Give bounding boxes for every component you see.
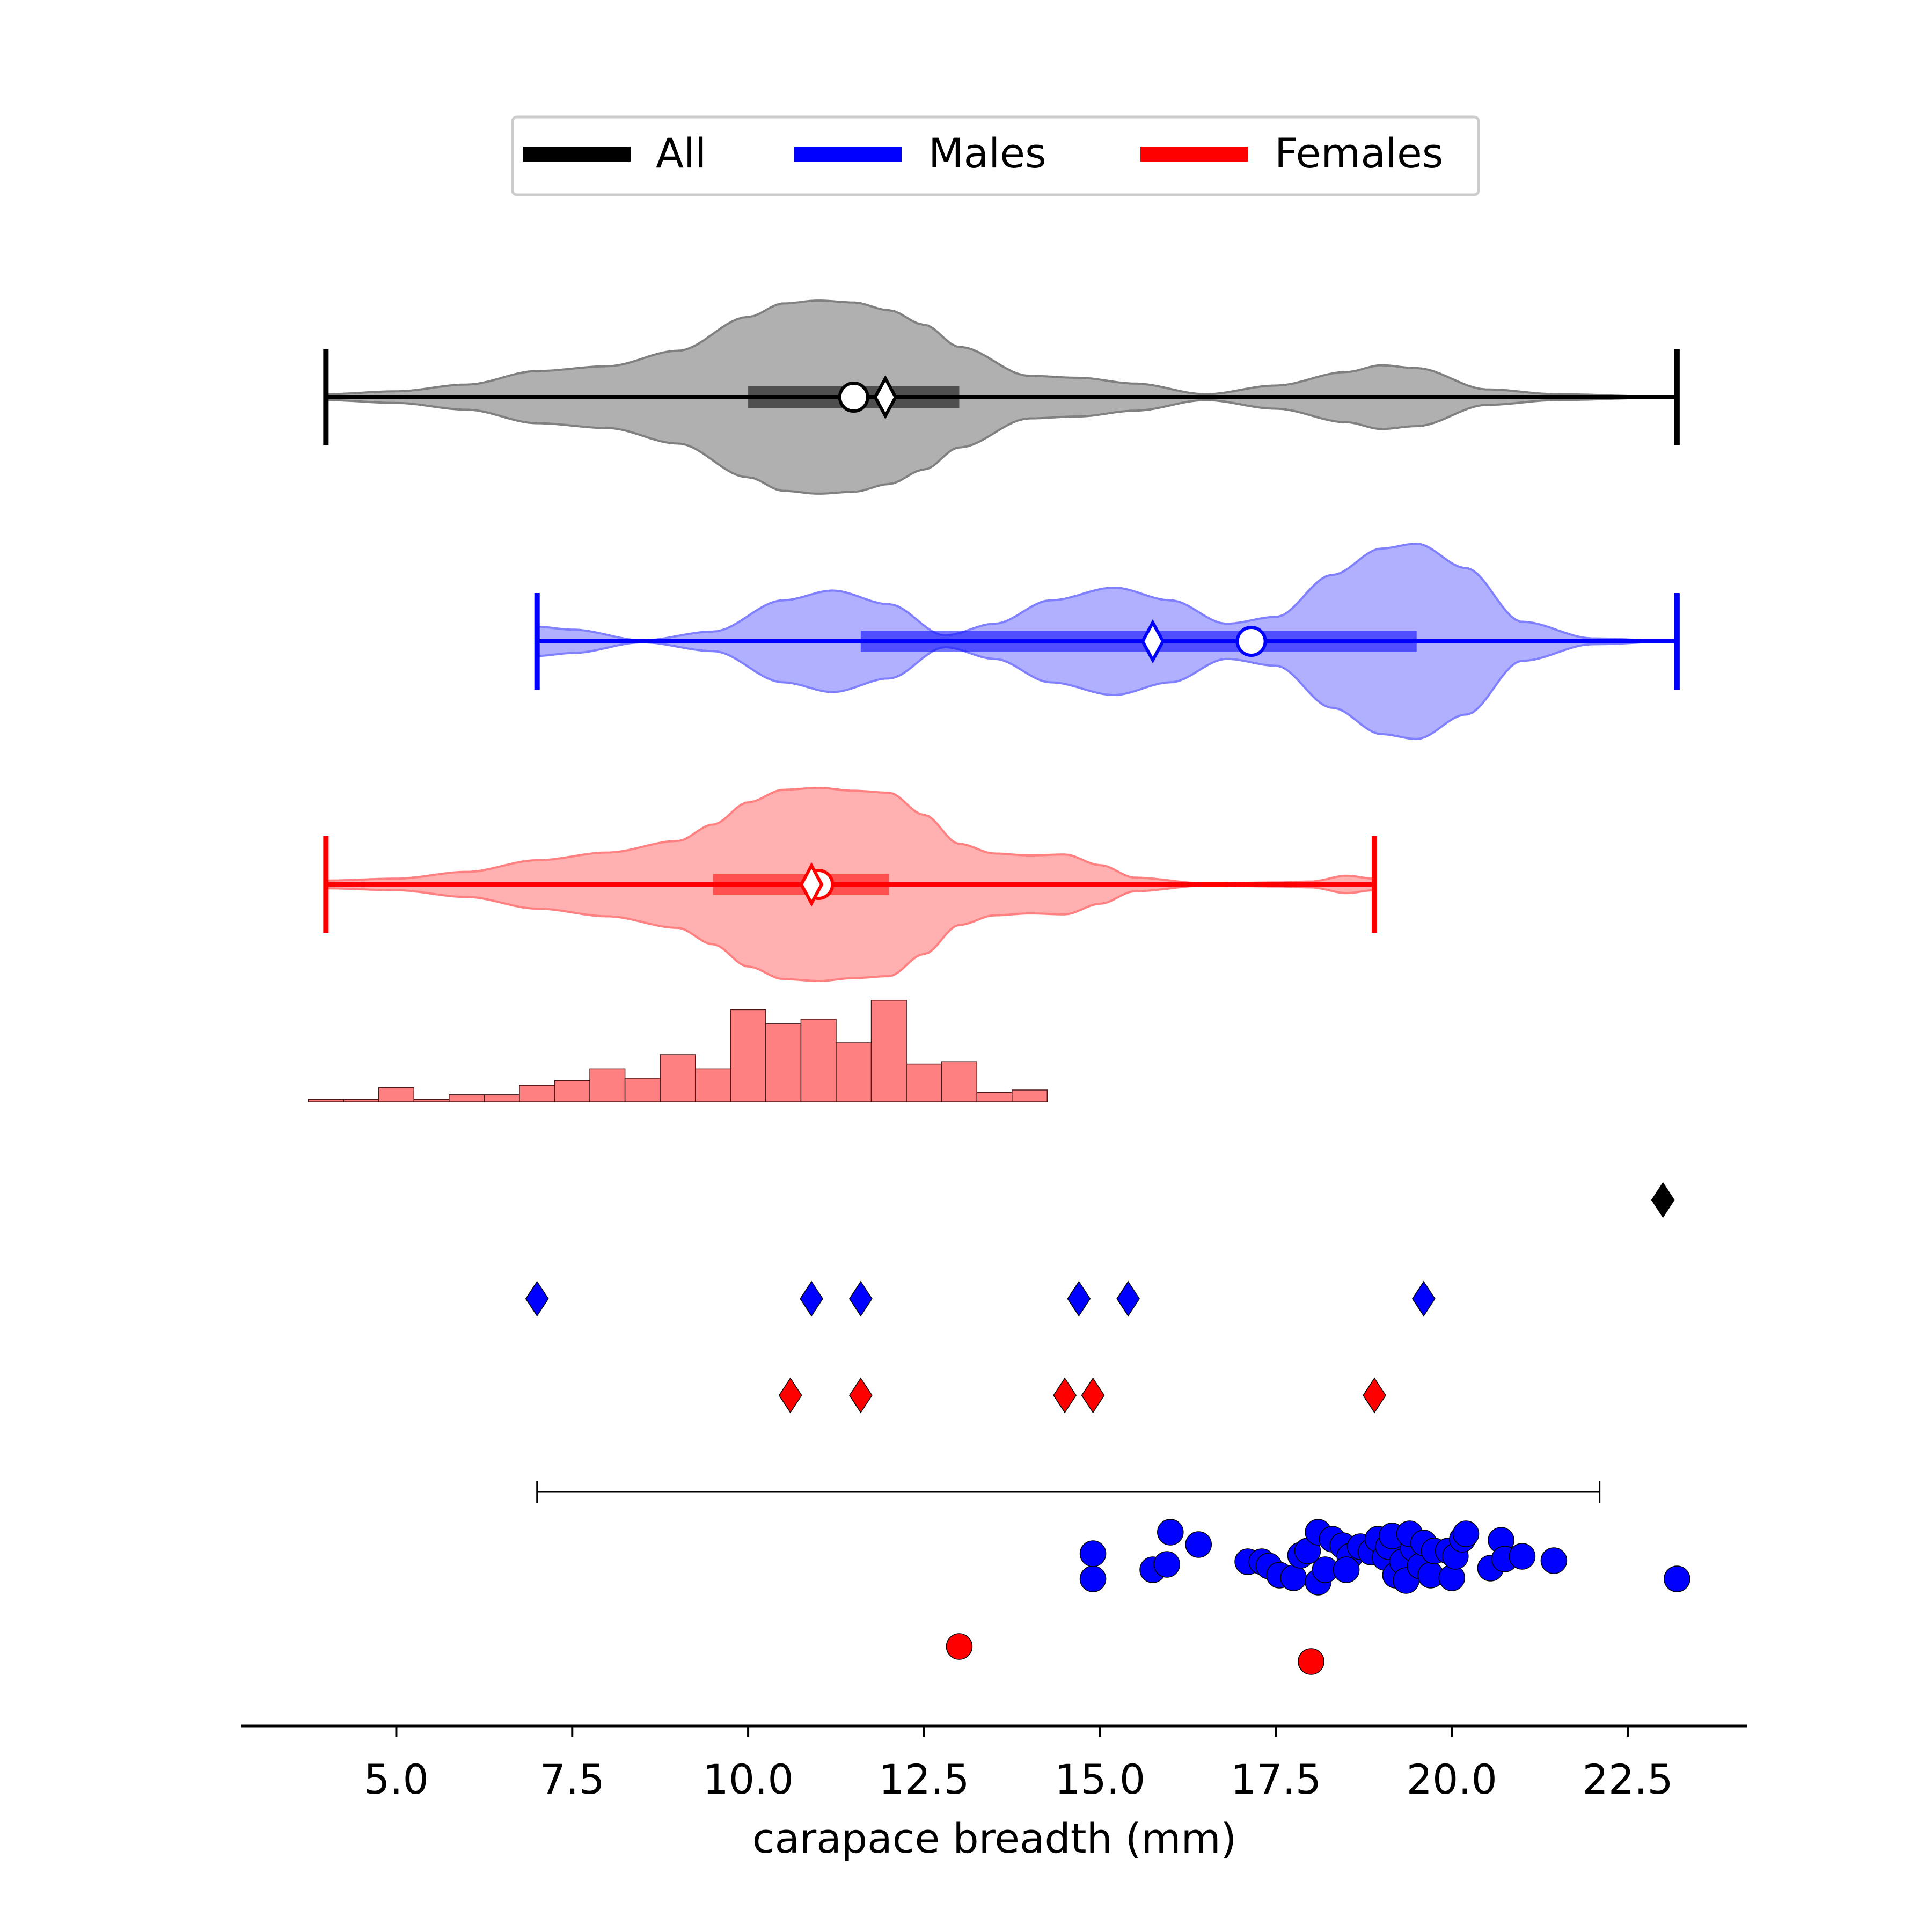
histogram-bar (1012, 1089, 1048, 1102)
x-tick-label: 15.0 (1055, 1755, 1145, 1803)
scatter-point (1185, 1531, 1212, 1558)
histogram-bar (413, 1099, 450, 1102)
scatter-point (1452, 1520, 1480, 1547)
violins (323, 299, 1680, 983)
histogram-bar (976, 1092, 1013, 1102)
histogram-bar (906, 1063, 942, 1102)
diamond-marker (848, 1377, 873, 1414)
scatter-point (946, 1633, 973, 1660)
x-tick-label: 7.5 (540, 1755, 605, 1803)
violin-females (323, 786, 1378, 983)
histogram-bar (800, 1019, 837, 1102)
histogram-bar (484, 1094, 520, 1102)
x-tick-label: 20.0 (1407, 1755, 1497, 1803)
median-marker (873, 375, 898, 420)
histogram-bar (694, 1068, 731, 1102)
median-marker (799, 862, 824, 907)
histogram-bar (308, 1099, 344, 1102)
x-tick-label: 17.5 (1231, 1755, 1321, 1803)
mean-marker (838, 382, 869, 413)
x-tick-label: 12.5 (879, 1755, 969, 1803)
scatter-points (946, 1519, 1690, 1675)
x-axis-label: carapace breadth (mm) (752, 1814, 1237, 1862)
mean-marker (1235, 626, 1267, 657)
violin-all (323, 299, 1680, 495)
diamond-marker (1116, 1280, 1140, 1317)
legend-label-all: All (656, 129, 706, 177)
histogram-bar (343, 1099, 379, 1102)
histogram-bar (730, 1009, 766, 1102)
histogram-bar (378, 1087, 414, 1102)
scatter-point (1079, 1565, 1107, 1592)
histogram-bar (765, 1023, 802, 1102)
diamond-marker (1411, 1280, 1436, 1317)
iqr-bar (860, 631, 1417, 652)
scatter-point (1664, 1565, 1690, 1592)
histogram-bar (836, 1042, 872, 1102)
histogram-bar (660, 1054, 696, 1102)
histogram-bar (449, 1094, 485, 1102)
x-tick-label: 10.0 (702, 1755, 793, 1803)
histogram (308, 1000, 1048, 1102)
range-bar (536, 1481, 1601, 1503)
legend: All Males Females (511, 115, 1480, 196)
histogram-bar (554, 1080, 590, 1102)
diamond-marker (525, 1280, 549, 1317)
diamond-marker (848, 1280, 873, 1317)
histogram-bar (941, 1061, 977, 1102)
histogram-bar (870, 1000, 907, 1102)
legend-label-females: Females (1275, 129, 1443, 177)
scatter-point (1298, 1648, 1324, 1675)
diamond-marker (1081, 1377, 1105, 1414)
median-marker (1140, 619, 1165, 664)
scatter-point (1280, 1564, 1307, 1591)
scatter-point (1509, 1543, 1536, 1570)
diamond-marker (1651, 1182, 1675, 1218)
x-axis: 5.0 7.5 10.0 12.5 15.0 17.5 20.0 22.5 carapace … (241, 1724, 1747, 1862)
diamond-marker (1053, 1377, 1077, 1414)
legend-label-males: Males (928, 129, 1046, 177)
diamond-marker (778, 1377, 802, 1414)
scatter-point (1540, 1547, 1568, 1574)
histogram-bar (624, 1078, 661, 1102)
legend-frame (511, 115, 1480, 196)
diamond-marker (1363, 1377, 1386, 1414)
scatter-point (1333, 1556, 1360, 1583)
x-ticks: 5.0 7.5 10.0 12.5 15.0 17.5 20.0 22.5 (364, 1726, 1673, 1803)
x-tick-label: 22.5 (1582, 1755, 1673, 1803)
scatter-point (1153, 1551, 1180, 1578)
diamond-marker (800, 1280, 823, 1317)
histogram-bar (589, 1068, 626, 1102)
diamond-marker (1067, 1280, 1091, 1317)
x-tick-label: 5.0 (364, 1755, 429, 1803)
scatter-point (1079, 1540, 1107, 1567)
scatter-point (1157, 1519, 1184, 1546)
histogram-bar (519, 1085, 555, 1102)
violin-males (534, 542, 1680, 741)
diamond-markers (525, 1182, 1675, 1414)
